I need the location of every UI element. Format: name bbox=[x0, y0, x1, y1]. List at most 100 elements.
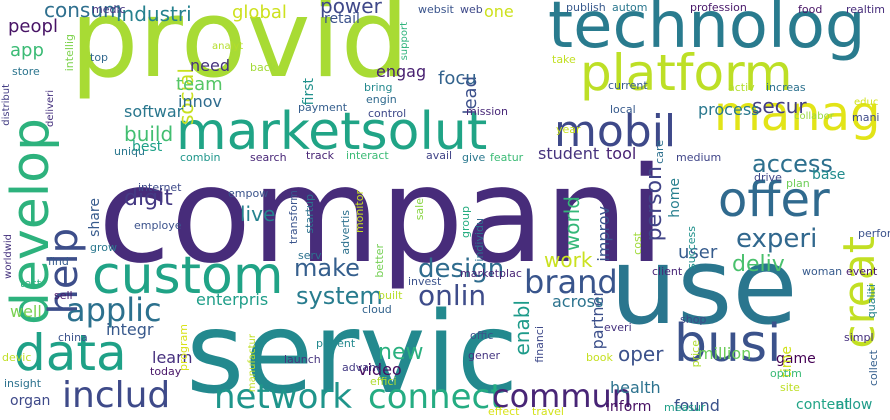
word-plan: plan bbox=[786, 177, 810, 190]
word-give: give bbox=[462, 151, 486, 164]
word-new: new bbox=[378, 340, 424, 365]
word-connect: connect bbox=[368, 377, 504, 417]
word-mission: mission bbox=[466, 105, 508, 118]
word-share: share bbox=[87, 198, 103, 237]
word-perform: perform bbox=[858, 227, 890, 240]
word-current: current bbox=[608, 79, 648, 92]
word-find: find bbox=[48, 255, 69, 268]
word-websit: websit bbox=[418, 3, 454, 16]
word-success: success bbox=[685, 226, 698, 270]
word-live: live bbox=[240, 202, 276, 226]
word-medium: medium bbox=[676, 151, 722, 164]
word-sale: sale bbox=[413, 198, 426, 221]
word-user: user bbox=[678, 242, 718, 263]
word-deliv: deliv bbox=[732, 252, 785, 277]
word-organ: organ bbox=[10, 393, 51, 409]
word-educ: educ bbox=[854, 97, 879, 108]
word-work: work bbox=[544, 248, 593, 272]
word-build: build bbox=[124, 122, 174, 146]
word-one: one bbox=[484, 2, 514, 21]
word-featur: featur bbox=[490, 151, 524, 164]
word-woman: woman bbox=[802, 265, 843, 278]
word-system: system bbox=[296, 282, 383, 310]
word-integr: integr bbox=[106, 320, 154, 339]
word-effici: effici bbox=[370, 375, 397, 388]
word-video: video bbox=[358, 360, 402, 379]
word-softwar: softwar bbox=[124, 102, 184, 121]
word-tool: tool bbox=[606, 144, 637, 163]
word-sell: sell bbox=[54, 289, 73, 302]
word-improv: improv bbox=[594, 206, 613, 262]
word-compani: compani bbox=[98, 139, 665, 293]
word-payment: payment bbox=[298, 101, 348, 114]
word-enabl: enabl bbox=[510, 300, 534, 356]
word-worldwid: worldwid bbox=[3, 234, 14, 279]
word-bring: bring bbox=[364, 81, 393, 94]
word-simpl: simpl bbox=[844, 331, 874, 344]
word-increas: increas bbox=[766, 81, 806, 94]
word-mobil: mobil bbox=[554, 106, 677, 157]
word-across: across bbox=[552, 292, 604, 311]
word-event: event bbox=[846, 265, 878, 278]
word-design: design bbox=[418, 254, 505, 284]
word-launch: launch bbox=[284, 353, 321, 366]
word-collabor: collabor bbox=[794, 111, 834, 122]
word-focu: focu bbox=[438, 68, 477, 89]
word-provid: provid bbox=[70, 0, 410, 102]
word-built: built bbox=[378, 289, 403, 302]
word-offic: offic bbox=[470, 329, 494, 342]
word-internet: internet bbox=[138, 181, 182, 194]
word-web: web bbox=[460, 3, 483, 16]
word-marketplac: marketplac bbox=[460, 267, 522, 280]
word-interact: interact bbox=[346, 149, 389, 162]
word-care: care bbox=[653, 140, 666, 164]
word-realtim: realtim bbox=[846, 3, 885, 16]
word-invest: invest bbox=[408, 275, 442, 288]
word-measur: measur bbox=[664, 401, 706, 414]
word-transform: transform bbox=[287, 190, 300, 244]
word-manag: manag bbox=[714, 86, 881, 142]
word-everi: everi bbox=[604, 321, 632, 334]
word-test: test bbox=[20, 277, 42, 290]
word-well: well bbox=[10, 302, 42, 321]
word-deliveri: deliveri bbox=[45, 90, 56, 128]
word-global: global bbox=[232, 2, 287, 23]
word-engin: engin bbox=[366, 93, 397, 106]
word-industri: industri bbox=[116, 2, 192, 26]
word-collect: collect bbox=[867, 350, 880, 387]
word-person: person bbox=[642, 166, 667, 242]
word-shop: shop bbox=[680, 313, 707, 326]
word-effect: effect bbox=[488, 405, 520, 418]
word-health: health bbox=[610, 378, 661, 397]
word-gener: gener bbox=[468, 349, 501, 362]
word-devic: devic bbox=[2, 351, 32, 364]
word-track: track bbox=[306, 149, 334, 162]
word-digit: digit bbox=[124, 186, 173, 211]
word-uniqu: uniqu bbox=[114, 145, 145, 158]
word-need: need bbox=[190, 56, 230, 75]
word-cost: cost bbox=[631, 232, 644, 255]
word-technolog: technolog bbox=[548, 0, 866, 63]
word-medic: medic bbox=[92, 3, 126, 16]
word-use: use bbox=[610, 225, 798, 348]
word-combin: combin bbox=[180, 151, 221, 164]
word-commun: commun bbox=[492, 377, 633, 415]
word-network: network bbox=[214, 377, 353, 417]
word-analyt: analyt bbox=[212, 41, 244, 52]
word-peopl: peopl bbox=[8, 16, 58, 37]
word-profession: profession bbox=[690, 1, 747, 14]
word-access: access bbox=[752, 150, 833, 178]
word-search: search bbox=[250, 151, 287, 164]
word-best: best bbox=[132, 139, 163, 155]
word-distribut: distribut bbox=[1, 84, 12, 126]
word-financi: financi bbox=[533, 326, 546, 363]
word-million: million bbox=[698, 344, 752, 363]
word-busi: busi bbox=[674, 314, 782, 374]
word-site: site bbox=[780, 381, 800, 394]
word-home: home bbox=[667, 178, 683, 218]
word-china: china bbox=[58, 331, 88, 344]
word-price: price bbox=[689, 340, 702, 368]
word-data: data bbox=[14, 324, 127, 382]
word-advertis: advertis bbox=[339, 210, 352, 255]
word-experi: experi bbox=[736, 224, 818, 254]
